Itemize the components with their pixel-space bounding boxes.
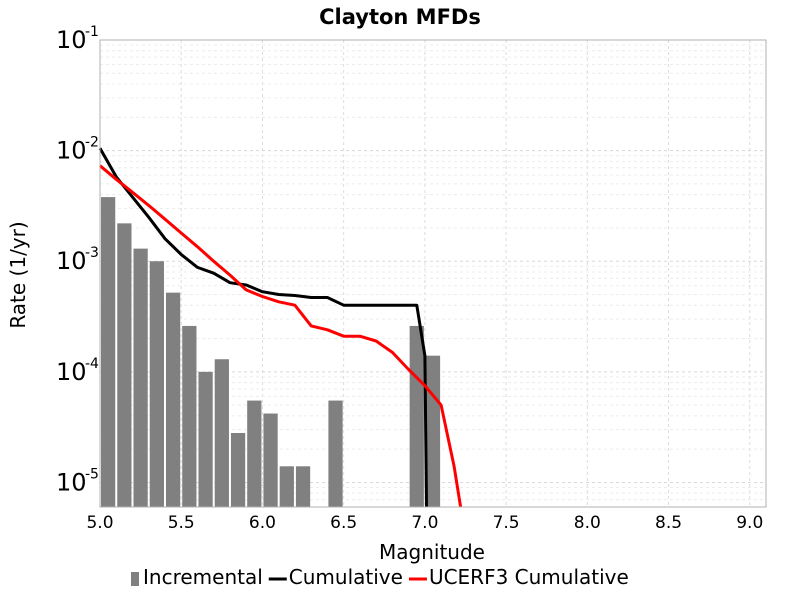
x-tick-label: 5.5 xyxy=(168,513,195,533)
series-line-ucerf3-cumulative xyxy=(99,164,463,508)
y-tick-label: 10 xyxy=(56,137,87,165)
x-tick-label: 9.0 xyxy=(736,513,763,533)
bar xyxy=(409,325,424,507)
x-tick-label: 8.0 xyxy=(574,513,601,533)
plot-frame xyxy=(99,39,767,508)
y-tick-label: 10 xyxy=(56,358,87,386)
y-axis-label: Rate (1/yr) xyxy=(6,221,30,328)
y-tick-exponent: -3 xyxy=(85,245,99,261)
bar xyxy=(279,466,294,507)
bar xyxy=(295,466,311,507)
bar xyxy=(182,325,197,507)
bar xyxy=(247,400,262,507)
bar xyxy=(214,359,229,507)
series-line-cumulative xyxy=(98,147,428,508)
y-tick-label: 10 xyxy=(56,26,87,54)
bar xyxy=(425,355,441,507)
x-tick-label: 5.0 xyxy=(86,513,113,533)
series-incremental-bars xyxy=(101,197,441,508)
plot-area: 5.0 5.5 6.0 6.5 7.0 7.5 8.0 8.5 9.010-110-210-31… xyxy=(56,24,767,533)
x-axis: 5.0 5.5 6.0 6.5 7.0 7.5 8.0 8.5 9.0 xyxy=(86,513,763,533)
chart-title: Clayton MFDs xyxy=(319,5,481,29)
x-tick-label: 8.5 xyxy=(655,513,682,533)
bar xyxy=(149,261,164,507)
legend: Incremental Cumulative UCERF3 Cumulative xyxy=(131,565,629,589)
y-tick-exponent: -1 xyxy=(85,24,99,40)
y-tick-label: 10 xyxy=(56,247,87,275)
y-tick-label: 10 xyxy=(56,468,87,496)
y-tick-exponent: -4 xyxy=(85,356,99,372)
y-axis: 10-110-210-310-410-5 xyxy=(56,24,99,496)
bar xyxy=(101,197,116,508)
bar xyxy=(328,400,343,507)
legend-label: Incremental xyxy=(143,565,263,589)
x-tick-label: 6.5 xyxy=(330,513,357,533)
y-tick-exponent: -5 xyxy=(85,466,99,482)
bar xyxy=(165,292,181,507)
legend-label: Cumulative xyxy=(289,565,403,589)
x-tick-label: 7.5 xyxy=(493,513,520,533)
legend-label: UCERF3 Cumulative xyxy=(429,565,629,589)
legend-swatch-bar xyxy=(131,572,139,586)
bar xyxy=(117,223,132,507)
x-axis-label: Magnitude xyxy=(379,540,485,564)
bar xyxy=(198,371,213,507)
bar xyxy=(230,432,246,507)
y-tick-exponent: -2 xyxy=(85,135,99,151)
bar xyxy=(133,248,148,507)
bar xyxy=(263,413,278,507)
x-tick-label: 6.0 xyxy=(249,513,276,533)
x-tick-label: 7.0 xyxy=(411,513,438,533)
